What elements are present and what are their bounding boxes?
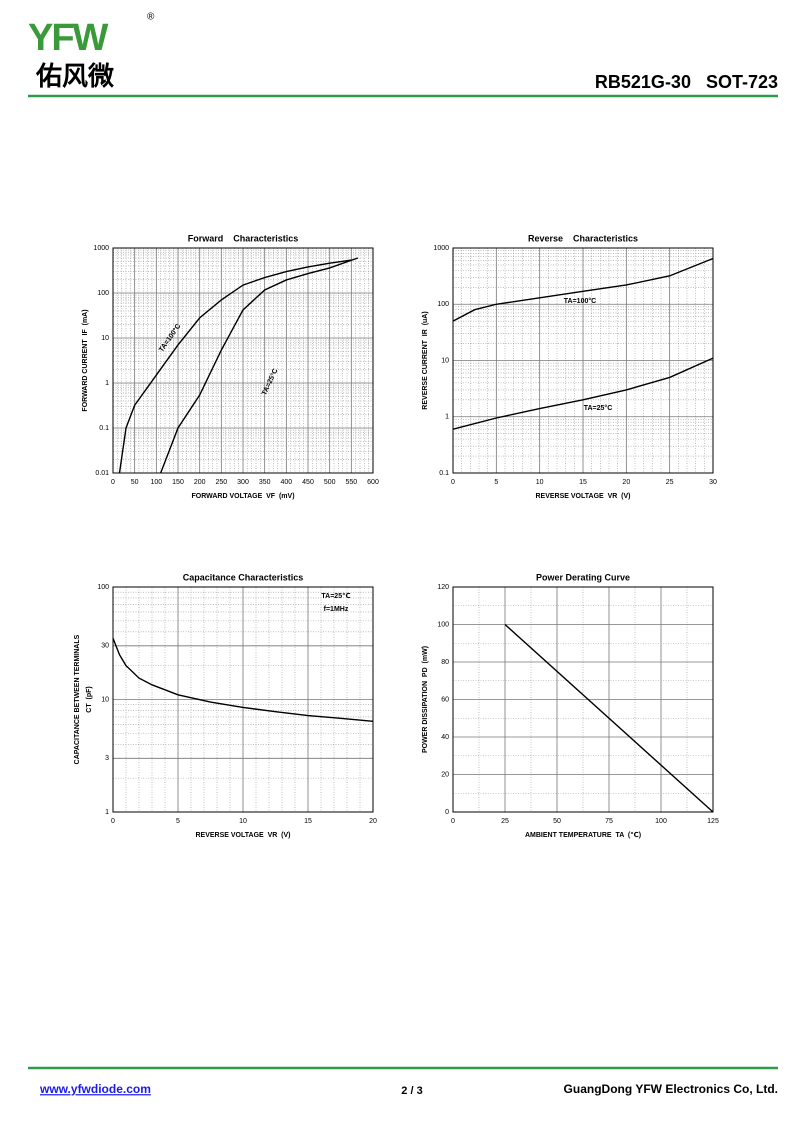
part-number: RB521G-30 SOT-723 (595, 72, 778, 92)
y-axis-label: CT (pF) (86, 686, 93, 712)
y-tick-label: 0.01 (95, 470, 109, 477)
x-tick-label: 20 (369, 818, 377, 825)
y-axis-label: REVERSE CURRENT IR (uA) (422, 311, 429, 409)
x-tick-label: 30 (709, 479, 717, 486)
website-link[interactable]: www.yfwdiode.com (39, 1082, 151, 1096)
logo-chinese: 佑风微 (35, 61, 114, 91)
y-tick-label: 100 (437, 301, 449, 308)
y-tick-label: 10 (101, 696, 109, 703)
x-axis-label: REVERSE VOLTAGE VR (V) (195, 832, 290, 839)
y-tick-label: 1000 (93, 245, 109, 252)
x-tick-label: 500 (324, 479, 336, 486)
curve (118, 259, 352, 474)
registered-mark: ® (147, 12, 155, 23)
y-tick-label: 60 (441, 696, 449, 703)
x-tick-label: 100 (150, 479, 162, 486)
page-number: 2 / 3 (401, 1085, 422, 1097)
x-axis-label: REVERSE VOLTAGE VR (V) (535, 493, 630, 500)
x-tick-label: 75 (605, 818, 613, 825)
y-tick-label: 1000 (433, 245, 449, 252)
y-tick-label: 120 (437, 584, 449, 591)
y-axis-label: FORWARD CURRENT IF (mA) (82, 309, 89, 411)
x-tick-label: 0 (111, 479, 115, 486)
x-tick-label: 600 (367, 479, 379, 486)
chart-title: Forward Characteristics (188, 233, 299, 243)
curve (452, 257, 714, 322)
chart-title: Capacitance Characteristics (183, 572, 304, 582)
company-name: GuangDong YFW Electronics Co, Ltd. (564, 1082, 778, 1096)
y-axis-label: POWER DISSIPATION PD (mW) (422, 646, 429, 753)
curve (452, 357, 714, 430)
x-tick-label: 20 (622, 479, 630, 486)
plot-frame (112, 247, 374, 474)
curve (112, 638, 374, 722)
y-axis-label: CAPACITANCE BETWEEN TERMINALS (74, 634, 81, 764)
y-tick-label: 1 (105, 809, 109, 816)
x-tick-label: 5 (176, 818, 180, 825)
x-tick-label: 125 (707, 818, 719, 825)
x-tick-label: 0 (451, 479, 455, 486)
x-axis-label: FORWARD VOLTAGE VF (mV) (191, 493, 294, 500)
x-tick-label: 5 (494, 479, 498, 486)
series-label: TA=100°C (564, 297, 596, 305)
x-axis-label: AMBIENT TEMPERATURE TA (℃) (525, 831, 641, 839)
x-tick-label: 50 (553, 818, 561, 825)
x-tick-label: 550 (345, 479, 357, 486)
y-tick-label: 0 (445, 809, 449, 816)
x-tick-label: 450 (302, 479, 314, 486)
x-tick-label: 50 (131, 479, 139, 486)
annotation: TA=25℃ (321, 592, 350, 600)
y-tick-label: 20 (441, 771, 449, 778)
x-tick-label: 100 (655, 818, 667, 825)
x-tick-label: 10 (239, 818, 247, 825)
y-tick-label: 80 (441, 659, 449, 666)
y-tick-label: 3 (105, 755, 109, 762)
x-tick-label: 150 (172, 479, 184, 486)
y-tick-label: 100 (97, 584, 109, 591)
y-tick-label: 0.1 (99, 425, 109, 432)
x-tick-label: 0 (451, 818, 455, 825)
plot-frame (452, 586, 714, 813)
series-label: TA=25°C (584, 404, 613, 412)
plot-frame (112, 586, 374, 813)
y-tick-label: 1 (445, 414, 449, 421)
y-tick-label: 1 (105, 380, 109, 387)
y-tick-label: 40 (441, 734, 449, 741)
y-tick-label: 10 (101, 335, 109, 342)
x-tick-label: 350 (259, 479, 271, 486)
chart-title: Reverse Characteristics (528, 233, 638, 243)
x-tick-label: 10 (536, 479, 544, 486)
plot-frame (452, 247, 714, 474)
logo: YFW (28, 17, 109, 59)
x-tick-label: 250 (215, 479, 227, 486)
y-tick-label: 100 (437, 621, 449, 628)
x-tick-label: 25 (666, 479, 674, 486)
x-tick-label: 200 (194, 479, 206, 486)
x-tick-label: 25 (501, 818, 509, 825)
y-tick-label: 0.1 (439, 470, 449, 477)
curve (504, 623, 714, 813)
x-tick-label: 300 (237, 479, 249, 486)
y-tick-label: 30 (101, 643, 109, 650)
x-tick-label: 15 (304, 818, 312, 825)
x-tick-label: 15 (579, 479, 587, 486)
chart-title: Power Derating Curve (536, 572, 630, 582)
x-tick-label: 0 (111, 818, 115, 825)
x-tick-label: 400 (280, 479, 292, 486)
y-tick-label: 100 (97, 290, 109, 297)
y-tick-label: 10 (441, 357, 449, 364)
annotation: f=1MHz (324, 606, 349, 613)
curve (160, 257, 359, 474)
